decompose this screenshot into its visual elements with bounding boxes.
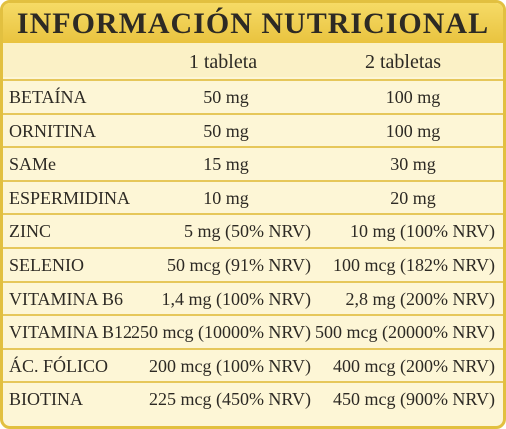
- nutrient-name: BIOTINA: [9, 389, 83, 410]
- column-header-2: 2 tabletas: [364, 51, 442, 73]
- amount-2-tablets: 30 mg: [390, 154, 436, 175]
- table-row: ÁC. FÓLICO 200 mcg (100% NRV) 400 mcg (200…: [3, 347, 503, 382]
- amount-2-tablets: 500 mcg (20000% NRV): [314, 322, 495, 343]
- amount-2-tablets: 2,8 mg (200% NRV): [345, 288, 495, 309]
- nutrient-name: ESPERMIDINA: [9, 187, 131, 208]
- column-header-row: 1 tableta 2 tabletas: [3, 43, 503, 77]
- amount-2-tablets: 20 mg: [390, 187, 436, 208]
- amount-1-tablet: 50 mg: [203, 120, 249, 141]
- amount-2-tablets: 10 mg (100% NRV): [349, 221, 495, 242]
- nutrient-name: ZINC: [9, 221, 51, 242]
- column-header-1: 1 tableta: [188, 51, 258, 73]
- table-row: VITAMINA B6 1,4 mg (100% NRV) 2,8 mg (200%…: [3, 280, 503, 315]
- amount-1-tablet: 10 mg: [203, 187, 249, 208]
- amount-2-tablets: 100 mcg (182% NRV): [332, 254, 495, 275]
- nutrient-name: VITAMINA B6: [9, 288, 124, 309]
- amount-2-tablets: 450 mcg (900% NRV): [332, 389, 495, 410]
- table-row: BIOTINA 225 mcg (450% NRV) 450 mcg (900% N…: [3, 381, 503, 415]
- amount-1-tablet: 15 mg: [203, 154, 249, 175]
- table-row: ZINC 5 mg (50% NRV) 10 mg (100% NRV): [3, 213, 503, 247]
- nutrient-name: BETAÍNA: [9, 87, 87, 107]
- table-row: SAMe 15 mg 30 mg: [3, 146, 503, 180]
- amount-1-tablet: 50 mg: [203, 87, 249, 107]
- table-row: VITAMINA B12 250 mcg (10000% NRV) 500 mcg …: [3, 314, 503, 348]
- amount-1-tablet: 225 mcg (450% NRV): [148, 389, 311, 410]
- table-row: SELENIO 50 mcg (91% NRV) 100 mcg (182% NRV…: [3, 246, 503, 281]
- amount-1-tablet: 50 mcg (91% NRV): [166, 254, 311, 275]
- table-row: ORNITINA 50 mg 100 mg: [3, 112, 503, 147]
- amount-1-tablet: 250 mcg (10000% NRV): [130, 322, 311, 343]
- amount-2-tablets: 400 mcg (200% NRV): [332, 355, 495, 376]
- amount-2-tablets: 100 mg: [385, 120, 441, 141]
- table-row: ESPERMIDINA 10 mg 20 mg: [3, 179, 503, 214]
- nutrient-table: BETAÍNA 50 mg 100 mg ORNITINA 50 mg 100 mg SAM…: [3, 79, 503, 415]
- nutrient-name: SAMe: [9, 154, 57, 175]
- panel-title: INFORMACIÓN NUTRICIONAL: [16, 7, 490, 40]
- amount-1-tablet: 5 mg (50% NRV): [183, 221, 311, 242]
- amount-2-tablets: 100 mg: [385, 87, 441, 107]
- nutrient-name: ORNITINA: [9, 120, 96, 141]
- nutrient-name: ÁC. FÓLICO: [9, 355, 109, 376]
- title-bar: INFORMACIÓN NUTRICIONAL: [3, 3, 503, 43]
- amount-1-tablet: 200 mcg (100% NRV): [148, 355, 311, 376]
- nutrient-name: SELENIO: [9, 254, 84, 275]
- nutrient-name: VITAMINA B12: [9, 322, 133, 343]
- table-row: BETAÍNA 50 mg 100 mg: [3, 79, 503, 113]
- amount-1-tablet: 1,4 mg (100% NRV): [161, 288, 311, 309]
